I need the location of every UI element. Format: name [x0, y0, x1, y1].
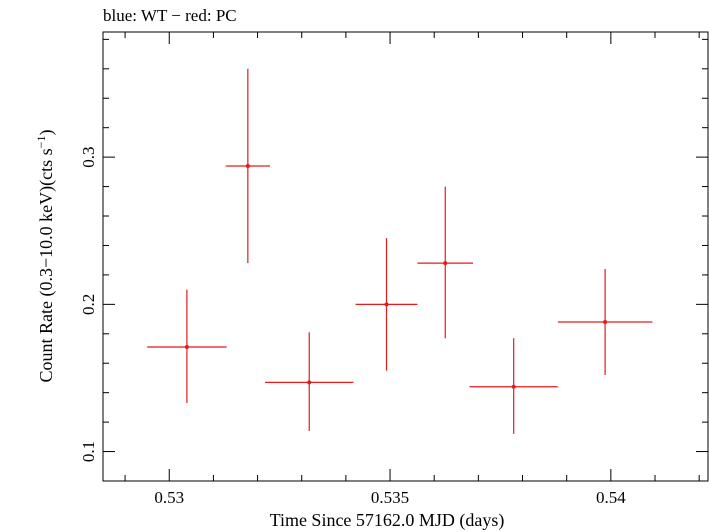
y-tick-label: 0.1	[79, 441, 98, 462]
y-axis-label-prefix: Count Rate (0.3−10.0 keV)(cts s	[36, 148, 57, 382]
y-tick-label: 0.2	[79, 294, 98, 315]
data-points	[147, 68, 653, 434]
data-point	[557, 269, 653, 376]
data-point	[469, 338, 558, 434]
chart-title: blue: WT − red: PC	[103, 6, 237, 25]
y-axis-label: Count Rate (0.3−10.0 keV)(cts s−1)	[34, 130, 57, 383]
y-axis-label-superscript: −1	[34, 136, 48, 149]
axis-ticks	[103, 32, 708, 482]
x-tick-label: 0.53	[154, 488, 184, 507]
y-axis-label-suffix: )	[36, 130, 57, 136]
point-marker	[245, 163, 250, 168]
x-tick-label: 0.54	[596, 488, 626, 507]
x-axis-label: Time Since 57162.0 MJD (days)	[270, 510, 505, 531]
point-marker	[384, 302, 389, 307]
plot-frame	[102, 31, 709, 482]
x-tick-label: 0.535	[371, 488, 409, 507]
point-marker	[184, 345, 189, 350]
data-point	[147, 289, 227, 403]
data-point	[225, 68, 270, 264]
point-marker	[603, 320, 608, 325]
point-marker	[443, 261, 448, 266]
y-tick-labels: 0.1 0.2 0.3	[79, 147, 98, 463]
y-tick-label: 0.3	[79, 147, 98, 168]
point-marker	[511, 384, 516, 389]
point-marker	[307, 380, 312, 385]
data-point	[355, 238, 418, 371]
data-point	[265, 332, 354, 431]
data-point	[417, 186, 474, 339]
x-tick-labels: 0.53 0.535 0.54	[154, 488, 626, 507]
